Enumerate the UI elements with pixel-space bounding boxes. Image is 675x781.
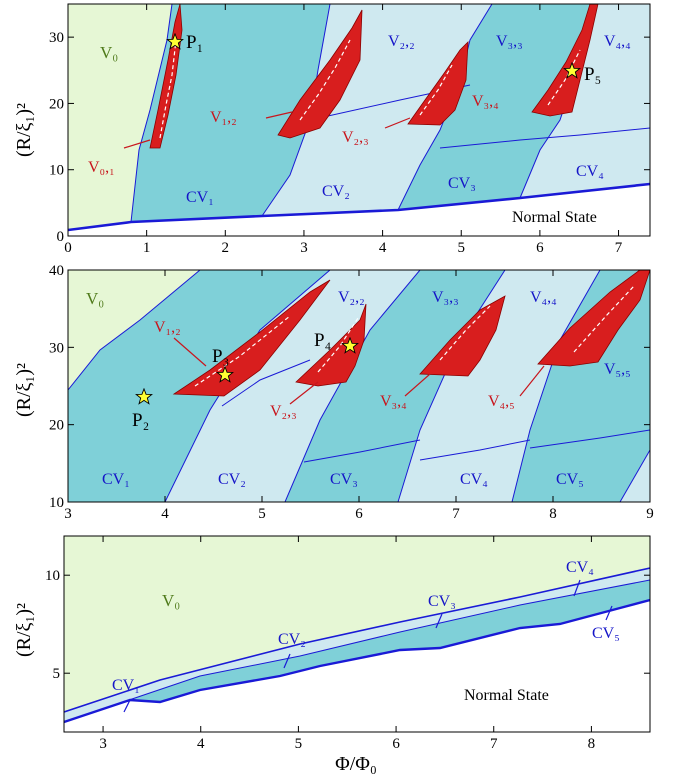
x-tick-label: 2 (222, 240, 230, 256)
panel-c-label-v0: V₀ (162, 591, 180, 610)
panel-a-label-v22: V₂,₂ (388, 33, 415, 50)
panel-b-label-v33: V₃,₃ (432, 289, 459, 306)
y-tick-label: 20 (49, 96, 64, 112)
panel-a-label-cv3: CV₃ (448, 175, 476, 192)
x-tick-label: 0 (64, 240, 72, 256)
panel-a-label-v44: V₄,₄ (604, 33, 631, 50)
y-tick-label: 10 (49, 495, 64, 511)
panel-b-label-cv4: CV₄ (460, 471, 488, 488)
region-v0-c (64, 536, 650, 712)
panel-c-label-cv2: CV₂ (278, 631, 306, 648)
panel-a-label-cv4: CV₄ (576, 163, 604, 180)
x-tick-label: 4 (197, 736, 205, 752)
region-v0-b (68, 270, 200, 390)
panel-b-label-v55: V₅,₅ (604, 361, 631, 378)
x-tick-label: 6 (355, 506, 363, 522)
panel-b-label-cv3: CV₃ (330, 471, 358, 488)
x-tick-label: 5 (258, 506, 266, 522)
panel-b-label-v0: V₀ (86, 289, 104, 308)
vortex-v34-a (531, 4, 599, 117)
vortex-v34-b (419, 295, 506, 377)
x-tick-label: 8 (549, 506, 557, 522)
y-tick-label: 30 (49, 30, 64, 46)
vortex-v12-b (172, 279, 331, 397)
x-tick-label: 9 (646, 506, 654, 522)
point-p4-label: P₄ (314, 330, 331, 351)
panel-b-label-v45: V₄,₅ (488, 393, 515, 410)
panel-b-label-v34: V₃,₄ (380, 393, 407, 410)
x-tick-label: 5 (457, 240, 465, 256)
x-tick-label: 1 (143, 240, 151, 256)
panel-c-xlabel: Φ/Φ₀ (335, 753, 377, 775)
panel-c-label-cv5: CV₅ (592, 625, 620, 642)
panel-a-normal-state: Normal State (512, 209, 597, 226)
x-tick-label: 6 (536, 240, 544, 256)
panel-b: 3 4 5 6 7 8 9 10 20 30 40 V₀ V₁,₂ V₂,₃ V₃,₄ V₄,₅ V… (13, 263, 654, 522)
vortex-v23-b (295, 303, 367, 387)
panel-b-label-cv5: CV₅ (556, 471, 584, 488)
panel-c-label-cv3: CV₃ (428, 593, 456, 610)
x-tick-label: 8 (588, 736, 596, 752)
band-light-c (64, 568, 650, 722)
panel-a: 0 1 2 3 4 5 6 7 0 10 20 30 V₀ Normal State V₀,₁ V₁,… (13, 3, 651, 256)
region-cv3-a (398, 4, 596, 210)
region-v0-a (68, 4, 172, 230)
panel-c-ylabel: (R/ξ₁)² (13, 603, 35, 657)
panel-c-label-cv4: CV₄ (566, 559, 594, 576)
panel-b-label-cv1: CV₁ (102, 471, 130, 488)
x-tick-label: 5 (295, 736, 303, 752)
point-p5-label: P₅ (584, 64, 601, 85)
point-p1-label: P₁ (186, 32, 203, 53)
panel-b-label-v44: V₄,₄ (530, 289, 557, 306)
y-tick-label: 0 (57, 229, 65, 245)
y-tick-label: 40 (49, 263, 64, 279)
y-tick-label: 10 (45, 568, 60, 584)
panel-a-ylabel: (R/ξ₁)² (13, 103, 35, 157)
panel-a-label-cv2: CV₂ (322, 183, 350, 200)
panel-a-label-cv1: CV₁ (186, 189, 214, 206)
panel-b-label-cv2: CV₂ (218, 471, 246, 488)
panel-a-label-v01: V₀,₁ (88, 159, 115, 176)
y-tick-label: 10 (49, 163, 64, 179)
x-tick-label: 3 (99, 736, 107, 752)
panel-c-label-cv1: CV₁ (112, 677, 140, 694)
panel-b-ylabel: (R/ξ₁)² (13, 363, 35, 417)
region-cv4-a (520, 4, 650, 198)
point-p3-label: P₃ (212, 346, 229, 367)
region-cv4-b (398, 270, 600, 502)
panel-b-label-v12: V₁,₂ (154, 319, 181, 336)
region-cv3-b (285, 270, 505, 502)
panel-b-label-v22: V₂,₂ (338, 289, 365, 306)
region-cv1-a (131, 4, 330, 222)
x-tick-label: 7 (490, 736, 498, 752)
panel-a-label-v23: V₂,₃ (342, 129, 369, 146)
panel-a-label-v12: V₁,₂ (210, 109, 237, 126)
vortex-v45-b (537, 270, 650, 367)
x-tick-label: 4 (379, 240, 387, 256)
region-cv2-a (262, 4, 492, 216)
x-tick-label: 7 (452, 506, 460, 522)
x-tick-label: 6 (392, 736, 400, 752)
region-normal-a (68, 184, 650, 236)
x-tick-label: 4 (161, 506, 169, 522)
y-tick-label: 5 (53, 666, 61, 682)
panel-c-normal-state: Normal State (464, 687, 549, 704)
panel-a-label-v34: V₃,₄ (472, 93, 499, 110)
x-tick-label: 3 (300, 240, 308, 256)
panel-a-label-v33: V₃,₃ (496, 33, 523, 50)
x-tick-label: 3 (64, 506, 72, 522)
point-p2-label: P₂ (132, 410, 149, 431)
x-tick-label: 7 (615, 240, 623, 256)
band-dark-c (64, 580, 650, 722)
y-tick-label: 20 (49, 418, 64, 434)
y-tick-label: 30 (49, 340, 64, 356)
vortex-v12-a (277, 9, 363, 139)
panel-b-label-v23: V₂,₃ (270, 403, 297, 420)
panel-c: 3 4 5 6 7 8 5 10 V₀ Normal State CV₁ CV₂ CV₃ CV… (13, 535, 651, 775)
vortex-v23-a (407, 40, 469, 126)
panel-a-label-v0: V₀ (100, 43, 118, 62)
